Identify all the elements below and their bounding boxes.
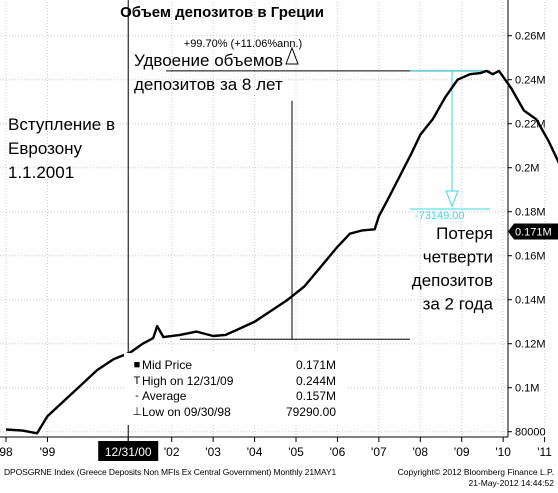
growth-arrow-icon [285,46,299,65]
y-tick-label: 0.12M [515,339,546,351]
y-tick-label: 0.18M [515,207,546,219]
footer-timestamp: 21-May-2012 14:44:52 [468,478,554,488]
eurozone-text-line: Еврозону [8,139,83,158]
loss-text-line: депозитов [412,271,493,290]
legend: ■ Mid Price 0.171M T High on 12/31/09 0.… [124,353,346,425]
growth-text-line: депозитов за 8 лет [134,75,283,94]
x-tick-label: '07 [371,445,387,459]
annotations: Объем депозитов в Греции +99.70% (+11.06%… [8,4,558,314]
series [5,69,558,435]
last-value-label: 0.171M [515,227,552,239]
x-axis-ticks: 98 '99 12/31/00 '02 '03 '04 '05 '06 '07 '08 '09 '10… [0,437,552,461]
y-tick-label: 0.2M [515,163,539,175]
legend-label: Mid Price [142,358,193,372]
x-tick-label: 98 [0,445,13,459]
x-tick-label: '06 [330,445,346,459]
last-value-box [508,223,558,240]
loss-text-line: за 2 года [423,295,494,314]
loss-text-line: четверти [423,248,493,267]
eurozone-text-line: Вступление в [8,115,115,134]
x-tick-label: 12/31/00 [105,445,152,459]
x-tick-highlight [98,441,159,461]
x-tick-label: '04 [247,445,263,459]
average-icon: - [135,390,139,402]
x-tick-label: '03 [205,445,221,459]
x-tick-label: '99 [40,445,56,459]
series-line [5,69,558,435]
legend-label: Low on 09/30/98 [142,404,231,419]
legend-value: 79290.00 [285,404,336,419]
loss-label: -73149.00 [415,210,465,222]
axes [0,0,509,438]
x-tick-label: '02 [164,445,180,459]
legend-row-low: ⊥ Low on 09/30/98 79290.00 [124,405,346,421]
legend-value: 0.157M [295,389,336,403]
legend-label: Average [142,389,187,403]
high-icon: T [133,374,141,387]
legend-value: 0.171M [295,358,336,372]
legend-row-high: T High on 12/31/09 0.244M [124,374,346,390]
growth-label: +99.70% (+11.06%ann.) [184,38,302,50]
legend-label: High on 12/31/09 [142,373,234,388]
x-tick-label: '10 [495,445,511,459]
legend-value: 0.244M [295,373,336,388]
growth-text-line: Удвоение объемов [134,51,283,70]
y-tick-label: 0.26M [515,31,546,43]
x-tick-label: '09 [454,445,470,459]
x-tick-label: '05 [288,445,304,459]
mid-price-icon: ■ [133,359,141,371]
eurozone-text-line: 1.1.2001 [8,163,74,182]
loss-text-line: Потеря [436,224,493,243]
footer-source: DPOSGRNE Index (Greece Deposits Non MFIs… [4,467,337,477]
legend-row-mid: ■ Mid Price 0.171M [124,358,346,374]
footer-copyright: Copyright© 2012 Bloomberg Finance L.P. 2… [398,467,554,489]
y-tick-label: 0.24M [515,75,546,87]
low-icon: ⊥ [132,405,142,418]
x-tick-label: '11 [537,445,552,459]
y-tick-label: 0.1M [515,383,539,395]
legend-row-average: - Average 0.157M [124,389,346,405]
y-tick-label: 0.14M [515,295,546,307]
chart-title: Объем депозитов в Греции [120,4,324,21]
x-tick-label: '08 [412,445,428,459]
loss-arrow-icon [445,190,459,208]
footer-copyright-line: Copyright© 2012 Bloomberg Finance L.P. [397,467,554,477]
y-tick-label: 0.16M [515,251,546,263]
y-tick-label: 80000 [515,427,546,439]
